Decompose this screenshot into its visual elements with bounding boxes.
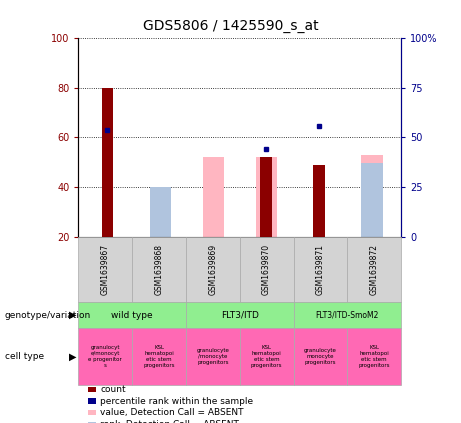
Bar [255,157,277,237]
Text: FLT3/ITD-SmoM2: FLT3/ITD-SmoM2 [316,310,379,320]
Text: GSM1639868: GSM1639868 [154,244,164,295]
Text: FLT3/ITD: FLT3/ITD [221,310,259,320]
Text: rank, Detection Call = ABSENT: rank, Detection Call = ABSENT [100,420,239,423]
Text: cell type: cell type [5,352,44,361]
Bar [361,163,383,237]
Text: GSM1639870: GSM1639870 [262,244,271,295]
Bar [150,187,171,237]
Text: wild type: wild type [112,310,153,320]
Text: count: count [100,385,126,394]
Bar [203,157,224,237]
Text: ▶: ▶ [69,310,76,320]
Text: granulocyte
/monocyte
progenitors: granulocyte /monocyte progenitors [196,348,229,365]
Text: GSM1639867: GSM1639867 [101,244,110,295]
Text: KSL
hematopoi
etic stem
progenitors: KSL hematopoi etic stem progenitors [251,345,282,368]
Text: KSL
hematopoi
etic stem
progenitors: KSL hematopoi etic stem progenitors [359,345,390,368]
Text: granulocyte
monocyte
progenitors: granulocyte monocyte progenitors [304,348,337,365]
Bar [260,157,272,237]
Bar [150,232,171,237]
Text: GSM1639872: GSM1639872 [370,244,378,295]
Bar [313,165,325,237]
Text: percentile rank within the sample: percentile rank within the sample [100,396,254,406]
Bar [361,155,383,237]
Text: genotype/variation: genotype/variation [5,310,91,320]
Text: value, Detection Call = ABSENT: value, Detection Call = ABSENT [100,408,244,418]
Text: ▶: ▶ [69,352,76,361]
Text: GSM1639869: GSM1639869 [208,244,217,295]
Text: granulocyt
e/monocyt
e progenitor
s: granulocyt e/monocyt e progenitor s [89,345,122,368]
Text: GSM1639871: GSM1639871 [316,244,325,295]
Text: GDS5806 / 1425590_s_at: GDS5806 / 1425590_s_at [143,19,318,33]
Bar [101,88,113,237]
Text: KSL
hematopoi
etic stem
progenitors: KSL hematopoi etic stem progenitors [143,345,175,368]
